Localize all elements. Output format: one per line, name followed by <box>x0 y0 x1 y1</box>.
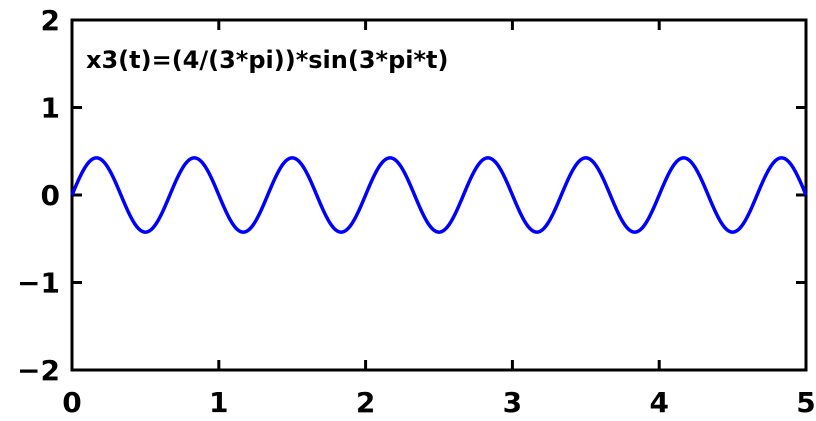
y-tick-label: 2 <box>41 4 60 37</box>
x-tick-label: 3 <box>503 386 522 419</box>
x-tick-label: 4 <box>649 386 668 419</box>
annotations: x3(t)=(4/(3*pi))*sin(3*pi*t) <box>86 46 448 74</box>
y-tick-label: −2 <box>17 354 60 387</box>
ticks: 0 1 2 3 4 5 −2 −1 0 1 2 <box>17 4 816 419</box>
y-tick-label: −1 <box>17 267 60 300</box>
y-tick-label: 0 <box>41 179 60 212</box>
series-layer <box>70 156 808 234</box>
x-tick-label: 0 <box>62 386 81 419</box>
x-tick-label: 2 <box>356 386 375 419</box>
x-tick-label: 1 <box>209 386 228 419</box>
series-line <box>70 156 808 234</box>
x-tick-label: 5 <box>796 386 815 419</box>
y-tick-label: 1 <box>41 92 60 125</box>
function-annotation: x3(t)=(4/(3*pi))*sin(3*pi*t) <box>86 46 448 74</box>
